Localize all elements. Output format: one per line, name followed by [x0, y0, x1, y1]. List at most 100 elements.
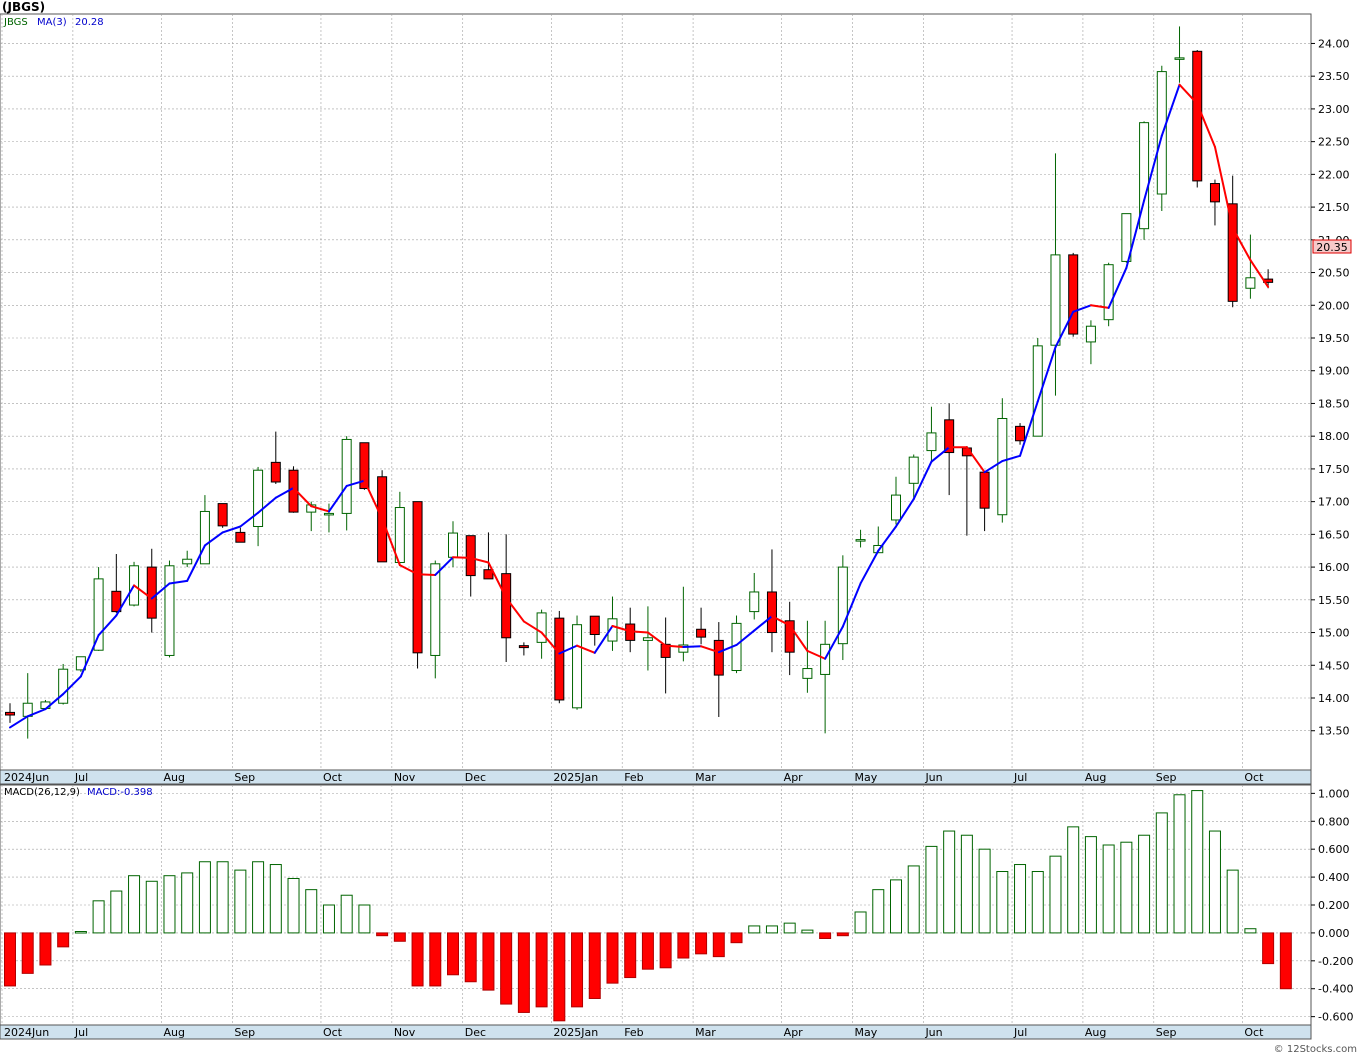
legend-ma-value: 20.28 [75, 17, 104, 28]
ma-segment [1178, 83, 1199, 105]
candle-body [270, 461, 281, 483]
ma-segment [629, 630, 649, 634]
candle-body [1227, 203, 1238, 302]
ma-segment [345, 479, 366, 487]
macd-bar [181, 872, 194, 934]
candle-body [323, 512, 334, 516]
macd-x-axis: 2024Jun Jul Aug Sep Oct Nov Dec 2025Jan Feb Mar Ap… [4, 1026, 1264, 1039]
price-grid [0, 14, 1311, 770]
price-y-label: 18.00 [1318, 430, 1350, 443]
macd-y-label: 0.600 [1318, 843, 1350, 856]
macd-bar [677, 932, 690, 959]
candle-body [501, 573, 512, 639]
ma-segment [1213, 145, 1234, 230]
macd-bar [996, 871, 1009, 934]
price-y-label: 15.50 [1318, 594, 1350, 607]
ma-segment [150, 582, 171, 600]
ma-segment [274, 486, 295, 499]
macd-bar [234, 869, 247, 934]
macd-bar [39, 932, 52, 966]
macd-bar [110, 890, 123, 934]
candle-body [554, 617, 565, 701]
price-x-label: Nov [394, 771, 416, 784]
candle-body [607, 618, 618, 642]
macd-bar [1279, 932, 1292, 990]
macd-bar [1014, 864, 1027, 934]
macd-bar [1049, 855, 1062, 934]
macd-x-label: Apr [784, 1026, 804, 1039]
macd-x-label: 2025Jan [553, 1026, 598, 1039]
price-y-label: 22.00 [1318, 168, 1350, 181]
macd-bar [1102, 844, 1115, 934]
candle-body [944, 419, 955, 454]
ma-segment [452, 556, 472, 559]
candle-body [182, 558, 193, 565]
candle-body [1192, 50, 1203, 182]
candle-body [5, 711, 15, 716]
macd-bar [447, 932, 459, 976]
macd-bar [57, 932, 70, 948]
macd-bar [1208, 830, 1221, 934]
macd-bar [358, 904, 371, 934]
ma-segment [97, 614, 118, 637]
macd-y-label: -0.200 [1318, 955, 1353, 968]
ma-segment [1107, 266, 1128, 309]
macd-bar [943, 830, 956, 934]
macd-bar [588, 932, 601, 999]
macd-bar [376, 932, 389, 937]
candle-body [111, 590, 122, 613]
candle-body [979, 471, 990, 509]
macd-bar [854, 911, 867, 934]
price-x-label: Apr [784, 771, 804, 784]
ma-segment [9, 715, 29, 729]
macd-x-label: Mar [695, 1026, 716, 1039]
price-y-label: 17.50 [1318, 463, 1350, 476]
candle-body [696, 628, 707, 638]
macd-x-label: Jul [74, 1026, 88, 1039]
macd-bar [801, 929, 814, 934]
macd-y-label: -0.600 [1318, 1011, 1353, 1024]
ma-segment [416, 573, 437, 576]
ma-segment [381, 517, 401, 567]
candle-body [536, 612, 547, 643]
price-panel [0, 13, 1312, 771]
macd-y-label: 0.400 [1318, 871, 1350, 884]
macd-bar [872, 889, 885, 934]
price-x-label: Jun [924, 771, 942, 784]
macd-bar [571, 932, 584, 1008]
legend-ma: MA(3) [37, 17, 67, 28]
ma-segment [1001, 454, 1022, 463]
price-y-label: 23.50 [1318, 70, 1350, 83]
price-y-label: 16.50 [1318, 528, 1350, 541]
price-y-label: 13.50 [1318, 725, 1350, 738]
ma-segment [44, 693, 65, 711]
ma-segment [79, 634, 100, 678]
last-price-label: 20.35 [1316, 241, 1348, 254]
ma-segment [877, 525, 897, 552]
ma-segment [859, 549, 880, 585]
macd-bar [340, 894, 353, 934]
macd-y-label: 0.200 [1318, 899, 1350, 912]
macd-x-label: Feb [624, 1026, 643, 1039]
macd-bar [74, 931, 87, 934]
macd-y-label: 0.000 [1318, 927, 1350, 940]
candle-body [1050, 254, 1061, 346]
candle-body [412, 501, 423, 654]
candle-body [253, 469, 264, 528]
macd-y-label: 0.800 [1318, 815, 1350, 828]
price-y-label: 20.50 [1318, 267, 1350, 280]
ma-segment [1036, 346, 1057, 403]
chart-title: (JBGS) [2, 0, 45, 14]
ma-segment [310, 505, 330, 513]
ma-segment [221, 525, 242, 534]
macd-x-label: Sep [1156, 1026, 1177, 1039]
macd-bar [21, 932, 34, 974]
ma-segment [664, 644, 685, 648]
macd-bar [517, 932, 530, 1013]
macd-y-label: 1.000 [1318, 787, 1350, 800]
ma-segment [930, 446, 951, 463]
macd-bar [925, 845, 938, 934]
macd-x-label: Nov [394, 1026, 416, 1039]
price-x-label: Feb [624, 771, 643, 784]
